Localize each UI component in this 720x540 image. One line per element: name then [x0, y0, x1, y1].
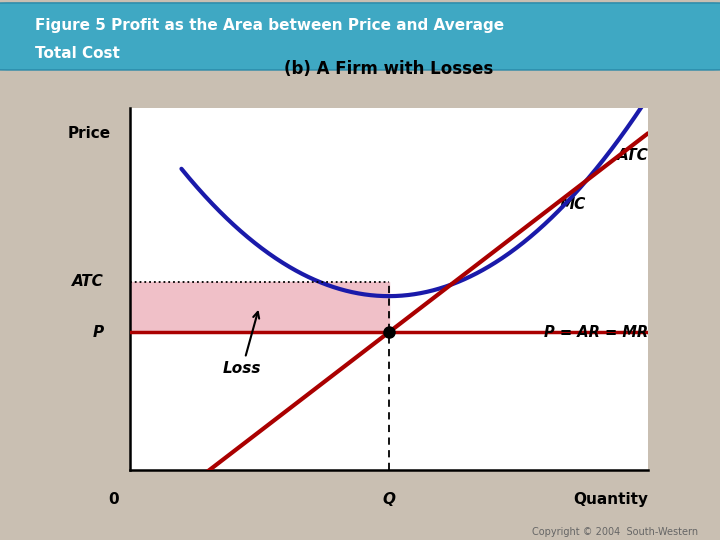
FancyBboxPatch shape: [0, 3, 720, 70]
Text: Loss: Loss: [223, 312, 261, 376]
Text: ATC: ATC: [72, 274, 104, 289]
Text: Q: Q: [382, 491, 395, 507]
Text: Quantity: Quantity: [573, 491, 648, 507]
Text: ATC: ATC: [617, 148, 649, 163]
Text: Total Cost: Total Cost: [35, 46, 120, 62]
Text: Figure 5 Profit as the Area between Price and Average: Figure 5 Profit as the Area between Pric…: [35, 18, 505, 33]
Text: P: P: [93, 325, 104, 340]
Text: P = AR = MR: P = AR = MR: [544, 325, 648, 340]
Text: Copyright © 2004  South-Western: Copyright © 2004 South-Western: [532, 527, 698, 537]
Text: 0: 0: [109, 491, 120, 507]
Text: (b) A Firm with Losses: (b) A Firm with Losses: [284, 60, 493, 78]
Text: Price: Price: [68, 126, 110, 141]
Text: MC: MC: [560, 198, 586, 212]
